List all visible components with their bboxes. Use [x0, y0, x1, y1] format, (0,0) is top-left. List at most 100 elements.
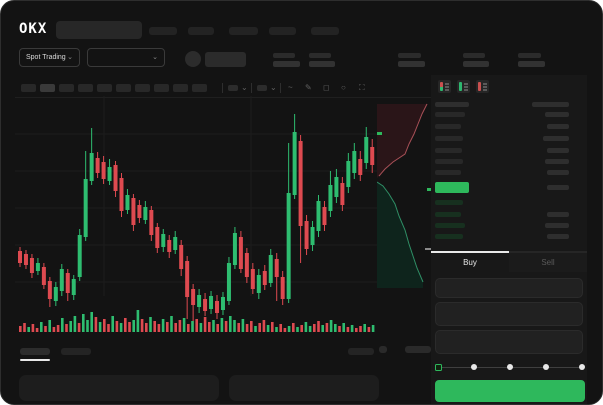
nav-item-placeholder[interactable] [229, 27, 258, 35]
orderbook-amount-placeholder [545, 223, 569, 228]
toolbar-tool-placeholder[interactable] [40, 84, 55, 92]
candle-body [215, 301, 220, 313]
toolbar-tool-placeholder[interactable] [78, 84, 93, 92]
stat-label-placeholder [309, 53, 331, 58]
candle-body [65, 273, 70, 293]
bottom-right-placeholder[interactable] [348, 348, 374, 355]
line-chart-icon[interactable]: ~ [288, 83, 293, 92]
candle-body [292, 132, 297, 195]
okx-logo[interactable]: OKX [19, 21, 48, 37]
slider-stop-50[interactable] [507, 364, 513, 370]
candle-body [77, 235, 82, 277]
orderbook-price-placeholder [435, 112, 465, 117]
volume-bar [65, 324, 68, 332]
slider-stop-0[interactable] [435, 363, 442, 371]
orderbook-mode-bids-icon[interactable] [457, 80, 470, 93]
volume-bar [111, 316, 114, 332]
slider-stop-25[interactable] [471, 364, 477, 370]
candle-body [238, 237, 243, 269]
volume-bar [216, 324, 219, 332]
candle-body [83, 179, 88, 237]
depth-footer-placeholder [405, 346, 431, 353]
candle-body [53, 287, 58, 301]
tab-sell[interactable]: Sell [509, 251, 587, 272]
volume-bar [191, 321, 194, 332]
orderbook-amount-placeholder [545, 112, 569, 117]
toolbar-divider [222, 83, 223, 93]
volume-bar [275, 327, 278, 332]
tab-buy[interactable]: Buy [431, 251, 509, 272]
candle-body [29, 258, 34, 273]
candle-body [18, 251, 22, 263]
coin-icon [185, 51, 201, 67]
depth-footer-placeholder [379, 346, 387, 353]
volume-bar [107, 324, 110, 332]
expand-icon[interactable]: ⛶ [359, 83, 365, 92]
bottom-tab[interactable] [61, 348, 91, 355]
total-input[interactable] [435, 330, 583, 354]
volume-bar [161, 319, 165, 332]
toolbar-tool-placeholder[interactable] [135, 84, 150, 92]
depth-asks-area [377, 104, 427, 178]
stat-label-placeholder [273, 53, 295, 58]
toolbar-tool-placeholder[interactable] [21, 84, 36, 92]
volume-bar [271, 322, 274, 332]
volume-bar [245, 324, 249, 332]
chevron-down-icon[interactable]: ⌄ [270, 83, 277, 92]
draw-tool-icon[interactable]: ✎ [305, 83, 312, 92]
pair-selector-dropdown[interactable]: ⌄ [87, 48, 165, 67]
nav-item-placeholder[interactable] [188, 27, 214, 35]
volume-bar [287, 326, 291, 332]
orderbook-mode-both-icon[interactable] [438, 80, 451, 93]
toolbar-tool-placeholder[interactable] [116, 84, 131, 92]
buy-button[interactable] [435, 380, 585, 402]
orderbook-price-placeholder [435, 223, 465, 228]
volume-bar [359, 326, 362, 332]
pair-name-placeholder[interactable] [205, 52, 246, 67]
volume-bar [355, 328, 358, 332]
search-input[interactable] [56, 21, 142, 39]
orderbook-price-placeholder [435, 148, 462, 153]
volume-bar [115, 321, 119, 332]
depth-asks-line [378, 103, 428, 177]
volume-bar [329, 320, 333, 332]
candle-body [23, 254, 28, 265]
stat-value-placeholder [398, 61, 425, 67]
toolbar-tool-placeholder[interactable] [173, 84, 188, 92]
price-input[interactable] [435, 278, 583, 298]
slider-stop-75[interactable] [543, 364, 549, 370]
candle-body [179, 245, 184, 269]
toolbar-tool-placeholder[interactable] [97, 84, 112, 92]
depth-marker [377, 132, 382, 135]
nav-item-placeholder[interactable] [149, 27, 177, 35]
nav-item-placeholder[interactable] [269, 27, 296, 35]
toolbar-tool-placeholder[interactable] [59, 84, 74, 92]
candlestick-chart[interactable] [15, 91, 379, 341]
last-price-badge [435, 182, 469, 193]
orderbook-price-placeholder [435, 124, 461, 129]
candle-body [280, 277, 285, 299]
toolbar-tool-placeholder[interactable] [192, 84, 207, 92]
slider-stop-100[interactable] [579, 364, 585, 370]
volume-bar [224, 321, 228, 332]
interval-selector[interactable] [257, 85, 267, 91]
clock-icon[interactable]: ○ [341, 83, 346, 92]
orderbook-mode-asks-icon[interactable] [476, 80, 489, 93]
chevron-down-icon[interactable]: ⌄ [241, 83, 248, 92]
depth-chart[interactable] [377, 96, 433, 292]
amount-input[interactable] [435, 302, 583, 326]
amount-slider[interactable] [435, 363, 585, 371]
candle-body [322, 207, 327, 225]
indicator-selector[interactable] [228, 85, 238, 91]
bottom-tab-active[interactable] [20, 348, 50, 355]
nav-item-placeholder[interactable] [311, 27, 339, 35]
ticker-stat [273, 53, 300, 67]
camera-icon[interactable]: ◻ [323, 83, 330, 92]
volume-bar [342, 323, 345, 332]
toolbar-tool-placeholder[interactable] [154, 84, 169, 92]
volume-bar [317, 321, 320, 332]
volume-bar [149, 317, 152, 332]
trade-tabbar: Buy Sell [431, 251, 587, 272]
market-type-dropdown[interactable]: Spot Trading ⌄ [19, 48, 80, 67]
